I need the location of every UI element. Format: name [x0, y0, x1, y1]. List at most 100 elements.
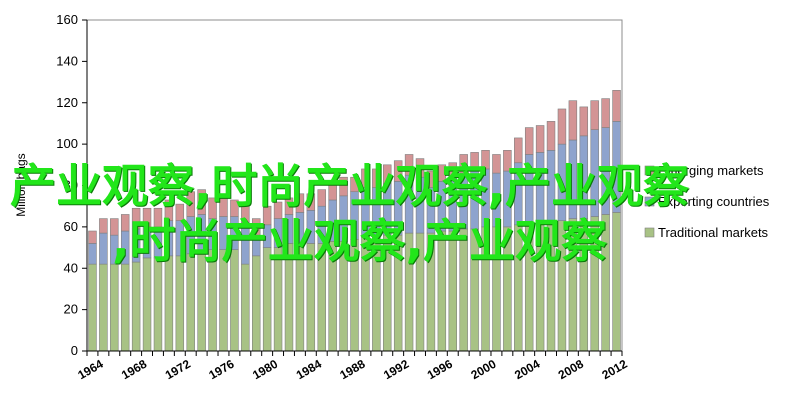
- bar-segment-emerging-markets: [404, 154, 414, 176]
- bar-segment-exporting-countries: [295, 212, 305, 244]
- bar-segment-exporting-countries: [328, 199, 337, 242]
- bar-segment-traditional-markets: [459, 228, 468, 352]
- bar-segment-exporting-countries: [524, 154, 534, 226]
- legend-label: Traditional markets: [658, 225, 769, 240]
- bar-segment-traditional-markets: [415, 232, 425, 352]
- bar-segment-traditional-markets: [557, 220, 567, 352]
- bar-segment-exporting-countries: [142, 226, 152, 259]
- bar-segment-exporting-countries: [284, 214, 294, 244]
- bar-segment-traditional-markets: [601, 214, 610, 352]
- x-tick-label: 1972: [163, 357, 193, 383]
- bar-segment-emerging-markets: [470, 152, 479, 172]
- bar-segment-emerging-markets: [295, 193, 305, 213]
- y-axis-label: Million bags: [14, 153, 28, 216]
- bar-segment-emerging-markets: [208, 197, 217, 219]
- bar-segment-exporting-countries: [448, 176, 457, 232]
- bar-segment-emerging-markets: [142, 207, 152, 228]
- bar-segment-exporting-countries: [503, 170, 512, 228]
- x-tick-label: 2004: [512, 357, 542, 383]
- bar-segment-emerging-markets: [393, 160, 403, 182]
- bar-segment-exporting-countries: [88, 243, 97, 265]
- bar-segment-exporting-countries: [426, 187, 436, 234]
- bar-segment-traditional-markets: [503, 226, 512, 352]
- bar-segment-traditional-markets: [317, 243, 326, 352]
- bar-segment-emerging-markets: [535, 125, 545, 153]
- bar-segment-traditional-markets: [372, 236, 381, 352]
- x-tick-label: 1964: [75, 357, 105, 383]
- bar-segment-traditional-markets: [350, 238, 359, 352]
- bar-segment-exporting-countries: [208, 218, 217, 250]
- x-tick-label: 2000: [468, 357, 498, 383]
- bar-segment-exporting-countries: [219, 216, 228, 250]
- bar-segment-exporting-countries: [230, 216, 239, 250]
- x-tick-label: 2012: [599, 357, 629, 383]
- bar-segment-traditional-markets: [481, 226, 490, 352]
- bar-segment-emerging-markets: [175, 203, 185, 221]
- bar-segment-traditional-markets: [273, 247, 283, 352]
- bar-segment-exporting-countries: [590, 129, 599, 217]
- bar-segment-exporting-countries: [252, 234, 261, 257]
- y-tick-label: 120: [56, 95, 78, 110]
- bar-segment-exporting-countries: [383, 183, 392, 236]
- bar-segment-traditional-markets: [88, 263, 97, 352]
- bar-segment-emerging-markets: [557, 108, 567, 145]
- bar-segment-exporting-countries: [186, 216, 195, 255]
- bar-segment-traditional-markets: [612, 212, 621, 352]
- y-tick-label: 0: [71, 343, 78, 358]
- bar-segment-exporting-countries: [110, 234, 119, 265]
- bar-segment-exporting-countries: [339, 195, 348, 242]
- bar-segment-exporting-countries: [437, 181, 447, 232]
- legend-swatch: [644, 196, 655, 207]
- bar-segment-emerging-markets: [590, 100, 599, 130]
- bar-segment-emerging-markets: [437, 164, 447, 182]
- bar-segment-emerging-markets: [219, 193, 228, 217]
- bar-segment-emerging-markets: [284, 197, 294, 215]
- legend: Emerging markets Exporting countries Tradi…: [644, 163, 770, 240]
- bar-segment-exporting-countries: [197, 214, 206, 253]
- x-tick-label: 1988: [337, 357, 367, 383]
- bar-segment-exporting-countries: [241, 222, 250, 265]
- bar-segment-traditional-markets: [448, 230, 457, 352]
- bar-segment-emerging-markets: [88, 230, 97, 244]
- bar-segment-traditional-markets: [131, 261, 141, 352]
- bar-segment-exporting-countries: [546, 150, 556, 224]
- bar-segment-emerging-markets: [481, 150, 490, 170]
- x-tick-label: 1968: [119, 357, 149, 383]
- bar-segment-traditional-markets: [142, 257, 152, 352]
- bar-segment-exporting-countries: [557, 143, 567, 221]
- bar-segment-emerging-markets: [230, 199, 239, 217]
- y-axis: 0 20 40 60 80 100 120 140 160: [56, 12, 88, 358]
- bar-segment-exporting-countries: [120, 230, 130, 265]
- bar-segment-emerging-markets: [317, 189, 326, 207]
- bar-segment-traditional-markets: [492, 226, 501, 352]
- bar-segment-traditional-markets: [241, 263, 250, 352]
- bar-segment-traditional-markets: [208, 249, 217, 352]
- bar-segment-traditional-markets: [393, 234, 403, 352]
- bar-segment-exporting-countries: [99, 232, 108, 265]
- bar-segment-emerging-markets: [131, 207, 141, 230]
- bar-segment-emerging-markets: [361, 168, 370, 188]
- y-tick-label: 20: [64, 302, 78, 317]
- bar-segment-traditional-markets: [164, 255, 174, 352]
- legend-label: Exporting countries: [658, 194, 770, 209]
- y-tick-label: 160: [56, 12, 78, 27]
- bar-segment-traditional-markets: [99, 263, 108, 352]
- bar-segment-traditional-markets: [579, 218, 589, 352]
- bar-segment-exporting-countries: [415, 176, 425, 234]
- bar-segment-traditional-markets: [186, 253, 195, 352]
- bar-segment-emerging-markets: [186, 191, 195, 217]
- bar-segment-emerging-markets: [372, 168, 381, 188]
- bar-segment-traditional-markets: [153, 257, 163, 352]
- bar-segment-emerging-markets: [350, 176, 359, 193]
- bar-segment-traditional-markets: [197, 251, 206, 352]
- bar-segment-traditional-markets: [219, 249, 228, 352]
- bar-segment-emerging-markets: [459, 154, 468, 174]
- bar-segment-traditional-markets: [284, 243, 294, 352]
- bar-segment-emerging-markets: [241, 205, 250, 224]
- x-tick-label: 1996: [425, 357, 455, 383]
- y-tick-label: 40: [64, 260, 78, 275]
- bar-segment-traditional-markets: [514, 224, 523, 352]
- bar-segment-emerging-markets: [306, 193, 316, 211]
- bar-segment-exporting-countries: [470, 170, 479, 230]
- x-tick-label: 1984: [294, 357, 324, 383]
